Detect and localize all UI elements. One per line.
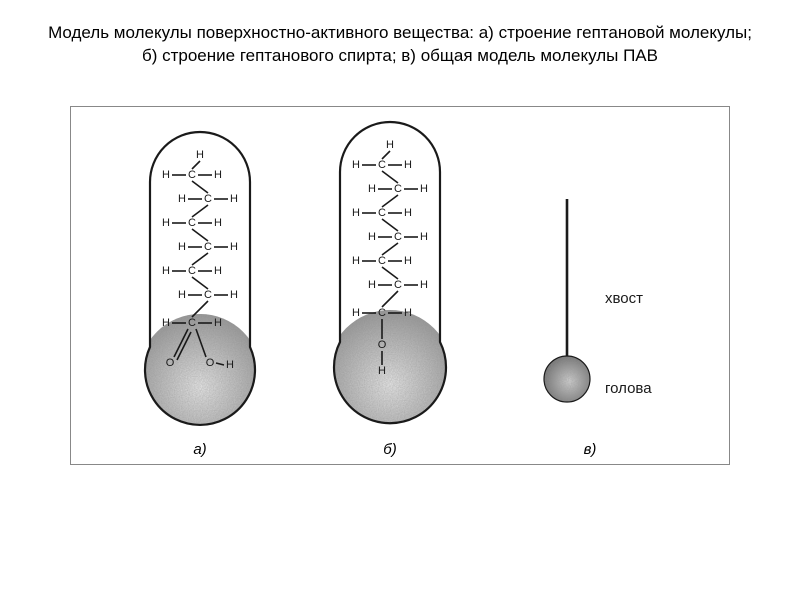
svg-text:H: H <box>352 159 360 171</box>
svg-text:H: H <box>420 231 428 243</box>
svg-text:C: C <box>188 169 196 181</box>
svg-text:H: H <box>214 317 222 329</box>
panel-b-label: б) <box>383 441 396 458</box>
svg-text:C: C <box>188 217 196 229</box>
svg-text:H: H <box>196 149 204 161</box>
svg-text:H: H <box>352 307 360 319</box>
svg-text:H: H <box>368 231 376 243</box>
panel-c: хвост голова в) <box>505 127 675 458</box>
molecule-a-svg: HCHHCHHCHHCHHCHHCHHCHHOOH <box>125 127 275 437</box>
panel-a-label: а) <box>193 441 206 458</box>
svg-text:H: H <box>230 193 238 205</box>
svg-text:H: H <box>368 279 376 291</box>
panel-c-label: в) <box>584 441 597 458</box>
figure-container: HCHHCHHCHHCHHCHHCHHCHHOOH а) HCHHCHHCHHC… <box>70 106 730 465</box>
svg-text:C: C <box>378 255 386 267</box>
svg-text:H: H <box>214 217 222 229</box>
molecule-b-svg: HCHHCHHCHHCHHCHHCHHCHHOH <box>315 117 465 437</box>
svg-text:H: H <box>404 307 412 319</box>
svg-text:H: H <box>404 159 412 171</box>
schematic-c-svg: хвост голова <box>505 127 675 437</box>
svg-text:H: H <box>378 365 386 377</box>
svg-text:O: O <box>378 339 387 351</box>
svg-text:H: H <box>162 217 170 229</box>
svg-text:C: C <box>378 207 386 219</box>
svg-text:H: H <box>352 207 360 219</box>
svg-text:H: H <box>178 241 186 253</box>
svg-text:C: C <box>394 279 402 291</box>
svg-text:H: H <box>404 207 412 219</box>
svg-text:H: H <box>226 359 234 371</box>
svg-text:H: H <box>214 265 222 277</box>
svg-text:H: H <box>214 169 222 181</box>
svg-text:H: H <box>162 265 170 277</box>
svg-text:H: H <box>420 183 428 195</box>
svg-text:H: H <box>230 289 238 301</box>
svg-text:H: H <box>230 241 238 253</box>
svg-text:C: C <box>188 265 196 277</box>
svg-text:C: C <box>378 159 386 171</box>
svg-text:H: H <box>178 289 186 301</box>
panel-b: HCHHCHHCHHCHHCHHCHHCHHOH б) <box>315 117 465 458</box>
panel-a: HCHHCHHCHHCHHCHHCHHCHHOOH а) <box>125 127 275 458</box>
svg-text:C: C <box>204 289 212 301</box>
svg-text:голова: голова <box>605 380 652 397</box>
svg-text:C: C <box>394 183 402 195</box>
page-title: Модель молекулы поверхностно-активного в… <box>0 0 800 76</box>
svg-text:H: H <box>178 193 186 205</box>
svg-text:H: H <box>404 255 412 267</box>
svg-text:C: C <box>204 241 212 253</box>
svg-text:H: H <box>368 183 376 195</box>
svg-text:H: H <box>420 279 428 291</box>
svg-text:O: O <box>166 357 175 369</box>
svg-text:C: C <box>204 193 212 205</box>
svg-text:H: H <box>162 169 170 181</box>
svg-text:H: H <box>386 139 394 151</box>
svg-text:H: H <box>352 255 360 267</box>
svg-text:хвост: хвост <box>605 290 643 307</box>
svg-text:O: O <box>206 357 215 369</box>
svg-text:C: C <box>394 231 402 243</box>
svg-text:C: C <box>188 317 196 329</box>
svg-text:H: H <box>162 317 170 329</box>
svg-text:C: C <box>378 307 386 319</box>
